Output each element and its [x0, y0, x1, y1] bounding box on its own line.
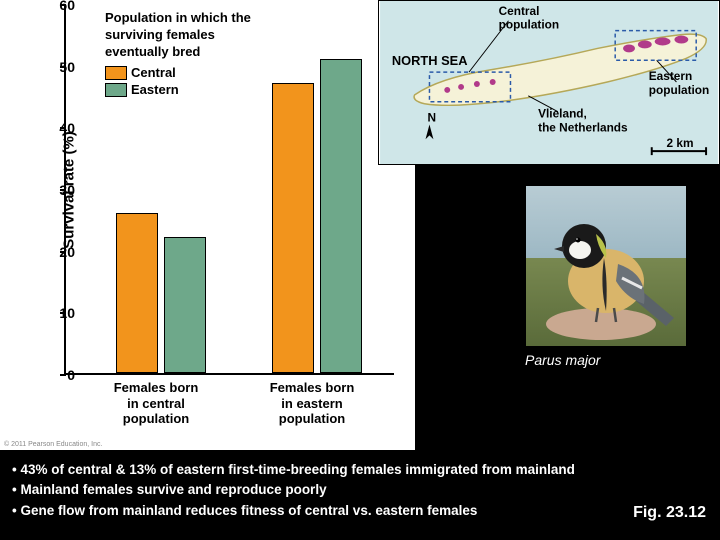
- bar-eastern: [320, 59, 362, 374]
- bar-eastern: [164, 237, 206, 373]
- copyright: © 2011 Pearson Education, Inc.: [4, 441, 102, 448]
- svg-text:2 km: 2 km: [667, 136, 694, 150]
- bullet-item: Mainland females survive and reproduce p…: [12, 480, 708, 500]
- map-label-place-1: Vlieland,: [538, 107, 587, 121]
- y-tick-label: 20: [59, 244, 75, 260]
- legend-swatch-eastern: [105, 83, 127, 97]
- bullet-item: 43% of central & 13% of eastern first-ti…: [12, 460, 708, 480]
- map-label-central-1: Central: [499, 4, 540, 18]
- legend-title-l3: eventually bred: [105, 44, 251, 61]
- map-svg: N 2 km NORTH SEA Central population East…: [379, 1, 719, 164]
- bullet-item: Gene flow from mainland reduces fitness …: [12, 501, 708, 521]
- y-tick-label: 50: [59, 59, 75, 75]
- legend-item-central: Central: [105, 65, 251, 82]
- map-panel: N 2 km NORTH SEA Central population East…: [378, 0, 720, 165]
- legend-title-l1: Population in which the: [105, 10, 251, 27]
- bird-image: [525, 185, 687, 347]
- x-group-label: Females bornin centralpopulation: [101, 380, 211, 427]
- bullet-list: 43% of central & 13% of eastern first-ti…: [12, 460, 708, 521]
- bird-caption: Parus major: [525, 352, 600, 368]
- y-tick-label: 0: [67, 367, 75, 383]
- legend-title-l2: surviving females: [105, 27, 251, 44]
- figure-label: Fig. 23.12: [633, 504, 706, 522]
- chart-legend: Population in which the surviving female…: [105, 10, 251, 98]
- map-label-eastern-1: Eastern: [649, 69, 692, 83]
- map-label-northsea: NORTH SEA: [392, 53, 468, 68]
- y-tick-label: 10: [59, 305, 75, 321]
- map-label-central-2: population: [499, 18, 560, 32]
- bar-central: [272, 83, 314, 373]
- bar-central: [116, 213, 158, 373]
- legend-swatch-central: [105, 66, 127, 80]
- y-tick-label: 60: [59, 0, 75, 13]
- map-label-place-2: the Netherlands: [538, 120, 628, 134]
- map-label-eastern-2: population: [649, 83, 710, 97]
- legend-item-eastern: Eastern: [105, 82, 251, 99]
- y-tick-label: 40: [59, 120, 75, 136]
- x-group-label: Females bornin easternpopulation: [257, 380, 367, 427]
- svg-text:N: N: [427, 111, 436, 125]
- chart-panel: Survival rate (%) Population in which th…: [0, 0, 415, 450]
- y-tick-label: 30: [59, 182, 75, 198]
